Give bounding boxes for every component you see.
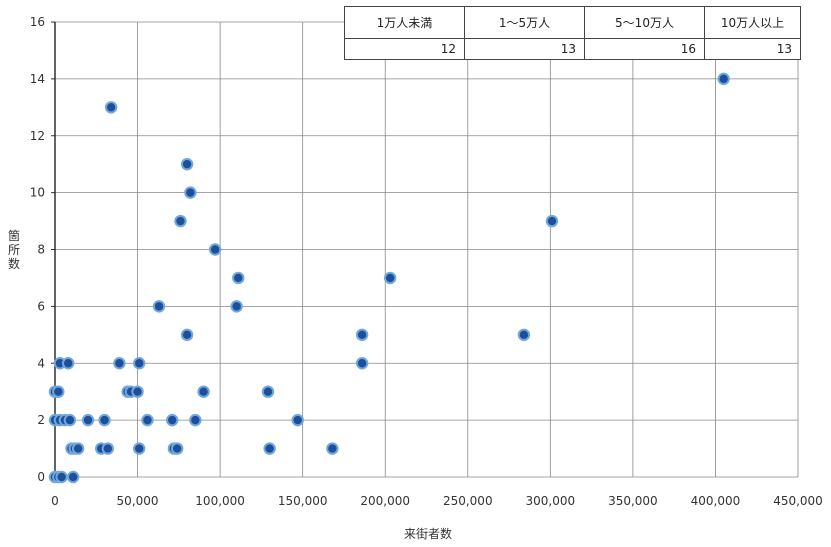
y-tick-label: 0 <box>37 470 45 484</box>
data-point <box>133 442 146 455</box>
data-point <box>98 413 111 427</box>
data-point <box>66 470 80 484</box>
summary-header-cell: 10万人以上 <box>704 6 801 39</box>
data-point <box>261 385 275 398</box>
data-point <box>355 357 369 370</box>
summary-table-header-row: 1万人未満 1～5万人 5～10万人 10万人以上 <box>344 6 801 39</box>
y-tick-label: 6 <box>37 299 45 313</box>
data-point <box>184 186 197 199</box>
data-point <box>545 214 559 228</box>
data-point <box>180 157 194 171</box>
data-point <box>55 470 68 484</box>
y-axis-title-char: 数 <box>8 256 20 271</box>
y-tick-labels: 0 2 4 6 8 10 12 14 16 <box>30 15 45 484</box>
data-point <box>189 413 202 427</box>
data-point <box>170 442 184 455</box>
y-tick-label: 10 <box>30 186 45 200</box>
summary-value-cell: 13 <box>464 38 585 60</box>
grid-lines <box>55 21 799 477</box>
summary-header-cell: 1～5万人 <box>464 6 585 39</box>
data-point <box>101 442 115 455</box>
y-tick-label: 14 <box>30 72 45 86</box>
summary-table-value-row: 12 13 16 13 <box>344 38 801 60</box>
data-point <box>52 385 65 398</box>
x-tick-labels: 0 50,000 100,000 150,000 200,000 250,000 300,0… <box>51 494 823 508</box>
data-point <box>230 300 243 313</box>
data-point <box>71 442 85 455</box>
data-point <box>232 271 245 285</box>
data-point <box>197 385 210 398</box>
x-tick-label: 250,000 <box>443 494 493 508</box>
data-point <box>383 271 397 285</box>
data-point <box>62 357 75 370</box>
data-point <box>517 328 531 342</box>
data-point <box>81 413 95 427</box>
summary-value-cell: 13 <box>704 38 801 60</box>
x-tick-label: 100,000 <box>195 494 245 508</box>
summary-header-cell: 1万人未満 <box>344 6 465 39</box>
data-point <box>141 413 154 427</box>
data-point <box>152 300 166 313</box>
data-points <box>48 72 730 484</box>
data-point <box>133 357 146 370</box>
x-tick-label: 0 <box>51 494 59 508</box>
x-tick-label: 350,000 <box>608 494 658 508</box>
y-tick-label: 2 <box>37 413 45 427</box>
x-tick-label: 400,000 <box>691 494 741 508</box>
data-point <box>717 72 730 86</box>
data-point <box>326 442 339 455</box>
data-point <box>263 442 276 455</box>
x-tick-label: 450,000 <box>773 494 823 508</box>
data-point <box>113 357 126 370</box>
summary-value-cell: 16 <box>584 38 705 60</box>
data-point <box>131 385 144 398</box>
data-point <box>104 101 118 114</box>
data-point <box>174 214 187 228</box>
data-point <box>208 243 222 256</box>
y-tick-label: 4 <box>37 356 45 370</box>
x-tick-label: 300,000 <box>526 494 576 508</box>
data-point <box>291 413 304 427</box>
x-tick-label: 200,000 <box>360 494 410 508</box>
summary-table: 1万人未満 1～5万人 5～10万人 10万人以上 12 13 16 13 <box>344 6 801 60</box>
y-axis-title-char: 箇 <box>8 229 20 243</box>
y-tick-label: 8 <box>37 243 45 257</box>
data-point <box>63 413 77 427</box>
summary-header-cell: 5～10万人 <box>584 6 705 39</box>
data-point <box>355 328 369 342</box>
x-tick-label: 50,000 <box>117 494 159 508</box>
y-tick-label: 12 <box>30 129 45 143</box>
y-axis-title-char: 所 <box>8 243 20 257</box>
x-tick-label: 150,000 <box>278 494 328 508</box>
y-tick-label: 16 <box>30 15 45 29</box>
y-axis-title: 箇所数 <box>8 229 20 271</box>
data-point <box>180 328 194 342</box>
x-axis-title: 来街者数 <box>404 526 452 541</box>
summary-value-cell: 12 <box>344 38 465 60</box>
data-point <box>166 413 179 427</box>
